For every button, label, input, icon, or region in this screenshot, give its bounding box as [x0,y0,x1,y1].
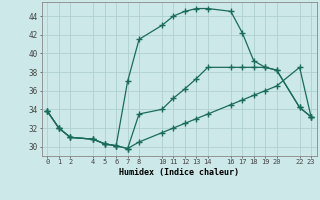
X-axis label: Humidex (Indice chaleur): Humidex (Indice chaleur) [119,168,239,177]
